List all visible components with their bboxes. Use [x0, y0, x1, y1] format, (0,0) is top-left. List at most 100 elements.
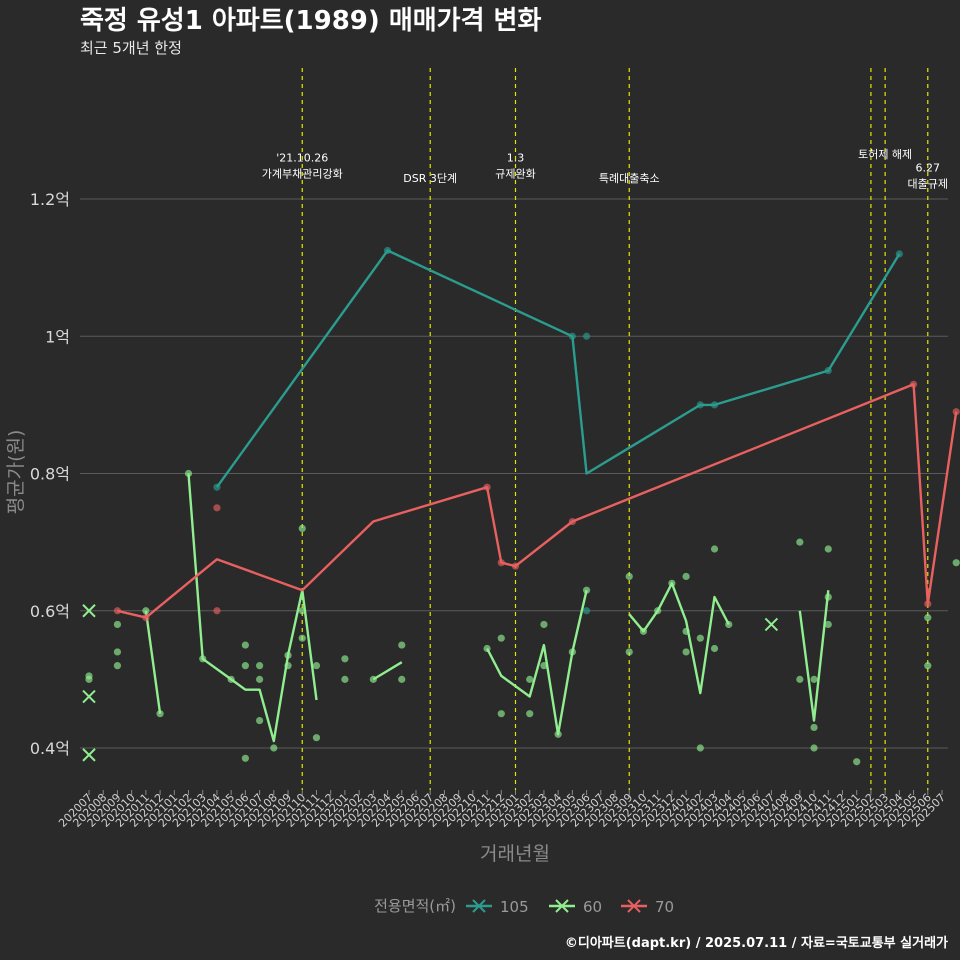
data-point-60: [298, 634, 306, 642]
x-axis-label: 거래년월: [480, 843, 550, 865]
data-point-60: [270, 744, 278, 752]
event-label: '21.10.26: [276, 151, 328, 164]
data-x-mark-60: [82, 748, 96, 762]
data-points: [82, 246, 960, 766]
data-point-60: [710, 545, 719, 553]
event-layer: '21.10.26 가계부채관리강화 DSR 3단계 1.3 규제완화 특례대출축소 토허제…: [262, 68, 948, 790]
series-line-105: [215, 249, 901, 488]
data-point-60: [256, 716, 264, 725]
event-label: 토허제 해제: [858, 147, 912, 161]
data-point-60: [241, 662, 249, 670]
data-point-60: [810, 744, 818, 752]
data-point-60: [696, 634, 704, 642]
data-point-60: [952, 559, 960, 567]
data-point-60: [810, 675, 818, 683]
data-point-60: [341, 675, 349, 683]
data-point-105: [824, 366, 832, 375]
data-point-60: [682, 627, 690, 635]
series-line-60: [187, 473, 318, 743]
data-point-105: [213, 483, 221, 491]
data-point-60: [810, 723, 818, 732]
event-label: 1.3: [507, 151, 525, 164]
data-point-60: [582, 586, 591, 594]
data-point-70: [909, 380, 918, 388]
data-point-60: [853, 758, 861, 766]
y-axis-label: 평균가(원): [5, 430, 27, 515]
data-point-60: [540, 620, 548, 629]
y-tick-label: 0.8억: [30, 465, 70, 484]
data-x-mark-60: [764, 617, 779, 632]
data-point-60: [824, 545, 832, 553]
data-point-60: [526, 710, 534, 718]
data-point-60: [227, 675, 235, 683]
data-point-70: [213, 607, 221, 615]
data-point-60: [540, 662, 548, 670]
data-point-60: [696, 744, 704, 752]
data-point-60: [284, 651, 292, 659]
data-point-60: [924, 614, 932, 622]
event-label: 가계부채관리강화: [262, 167, 343, 180]
data-point-70: [483, 483, 491, 491]
data-point-60: [682, 648, 690, 656]
event-label: 규제완화: [495, 167, 535, 180]
data-point-60: [796, 538, 804, 546]
data-point-60: [241, 641, 249, 649]
legend-key-mark-105: [472, 899, 486, 913]
data-point-70: [952, 408, 960, 416]
data-point-60: [497, 634, 505, 642]
data-point-60: [284, 662, 292, 670]
data-point-60: [824, 593, 832, 601]
data-point-70: [924, 600, 932, 608]
data-point-70: [213, 504, 221, 512]
data-point-105: [710, 401, 719, 409]
data-point-70: [113, 607, 122, 615]
legend-title: 전용면적(㎡): [374, 897, 456, 915]
y-tick-label: 1억: [45, 327, 70, 346]
data-point-105: [582, 607, 591, 615]
legend-key-mark-70: [627, 899, 641, 913]
data-point-70: [497, 559, 505, 567]
data-x-mark-60: [82, 689, 96, 704]
x-tick-labels: 2020072020082020092020102020112020122021…: [56, 790, 948, 830]
data-point-60: [483, 644, 491, 653]
data-point-70: [511, 562, 520, 570]
data-point-60: [796, 675, 804, 683]
data-point-60: [625, 648, 633, 656]
data-point-60: [554, 730, 562, 738]
chart-subtitle: 최근 5개년 한정: [80, 39, 182, 57]
data-point-60: [312, 662, 321, 670]
grid-layer: 0.4억 0.6억 0.8억 1억 1.2억: [30, 190, 948, 758]
data-point-60: [710, 644, 719, 653]
data-point-60: [142, 607, 150, 615]
legend-entry-70: 70: [655, 898, 674, 916]
data-point-105: [895, 250, 903, 258]
series-lines: [117, 249, 958, 743]
data-point-105: [383, 246, 392, 255]
data-point-60: [298, 524, 306, 533]
event-label: 특례대출축소: [599, 172, 660, 185]
data-point-60: [312, 734, 321, 742]
data-point-70: [568, 517, 576, 526]
data-point-60: [824, 620, 832, 629]
data-point-60: [341, 655, 349, 663]
data-point-105: [568, 332, 576, 340]
data-point-60: [256, 662, 264, 670]
data-point-60: [625, 572, 633, 581]
data-point-60: [398, 675, 406, 683]
data-point-105: [582, 332, 591, 340]
data-point-60: [924, 662, 932, 670]
legend: 105 60 70: [466, 898, 674, 916]
y-tick-label: 0.4억: [30, 739, 70, 758]
event-label: 대출규제: [908, 178, 948, 191]
legend-key-mark-60: [555, 899, 569, 913]
data-x-mark-60: [82, 604, 96, 618]
data-point-60: [668, 579, 676, 587]
data-point-60: [654, 607, 662, 615]
event-label: DSR 3단계: [403, 172, 457, 185]
series-line-60: [144, 610, 162, 714]
data-point-60: [113, 648, 122, 656]
legend-entry-60: 60: [583, 898, 602, 916]
data-point-60: [369, 675, 377, 683]
data-point-70: [142, 614, 150, 622]
data-point-60: [725, 620, 733, 629]
